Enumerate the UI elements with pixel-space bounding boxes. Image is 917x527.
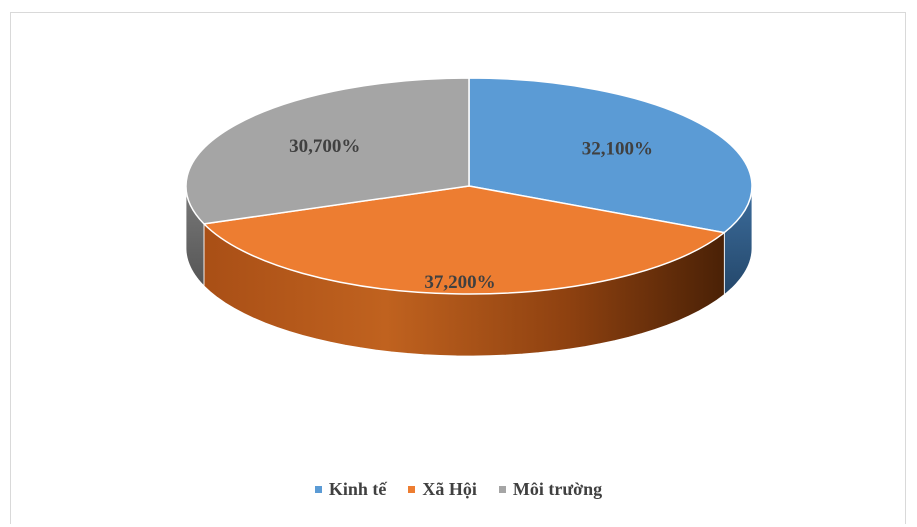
legend-swatch-xa-hoi [408, 485, 416, 493]
legend-item-kinh-te: Kinh tế [314, 478, 387, 500]
data-label-kinh-te: 32,100% [582, 139, 653, 160]
legend-label-kinh-te: Kinh tế [328, 478, 387, 499]
data-label-xa-hoi: 37,200% [424, 272, 495, 293]
legend: Kinh tế Xã Hội Môi trường [0, 474, 917, 504]
legend-item-xa-hoi: Xã Hội [408, 479, 477, 500]
legend-swatch-kinh-te [314, 485, 322, 493]
legend-item-moi-truong: Môi trường [498, 478, 603, 500]
legend-label-xa-hoi: Xã Hội [422, 478, 477, 499]
legend-swatch-moi-truong [498, 485, 506, 493]
legend-label-moi-truong: Môi trường [512, 478, 603, 499]
data-label-moi-truong: 30,700% [289, 136, 360, 157]
pie-slice-moi-truong [185, 77, 470, 225]
pie-slice-kinh-te [468, 77, 753, 234]
pie-slice-xa-hoi [203, 185, 726, 295]
